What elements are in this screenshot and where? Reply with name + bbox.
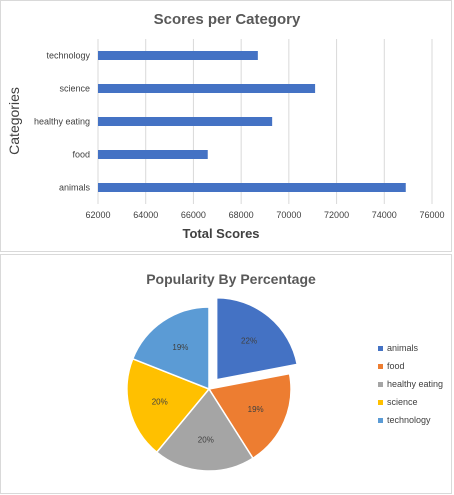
y-axis-title: Categories — [6, 87, 22, 155]
y-tick-label: healthy eating — [34, 117, 90, 127]
pie-slice-animals — [215, 297, 299, 381]
y-tick-label: animals — [59, 183, 91, 193]
bar-chart-panel: Scores per Category 62000 64000 66000 68000 7… — [0, 0, 452, 252]
legend-label: healthy eating — [387, 379, 443, 389]
y-tick-label: technology — [46, 51, 90, 61]
bar-chart-title: Scores per Category — [154, 11, 301, 28]
bar-science — [98, 84, 316, 93]
pie-chart-panel: Popularity By Percentage 22% 19% 20% 20% 19% a… — [0, 254, 452, 494]
x-tick-label: 64000 — [133, 210, 158, 220]
bar-chart: Scores per Category 62000 64000 66000 68000 7… — [6, 11, 445, 241]
y-tick-label: science — [59, 84, 90, 94]
y-tick-label: food — [72, 150, 90, 160]
bar-technology — [98, 51, 258, 60]
legend-swatch — [378, 418, 383, 423]
bar-food — [98, 150, 208, 159]
legend-swatch — [378, 346, 383, 351]
x-tick-label: 74000 — [372, 210, 397, 220]
legend-label: technology — [387, 415, 431, 425]
x-axis-title: Total Scores — [182, 226, 259, 241]
x-tick-label: 70000 — [276, 210, 301, 220]
legend-swatch — [378, 364, 383, 369]
pie-chart: Popularity By Percentage 22% 19% 20% 20% 19% a… — [126, 271, 443, 472]
bar-healthy-eating — [98, 117, 273, 126]
legend-swatch — [378, 382, 383, 387]
pie-slice-healthy-eating — [155, 387, 254, 472]
pie-chart-title: Popularity By Percentage — [146, 271, 316, 287]
bar-animals — [98, 183, 406, 192]
pie-value-label: 22% — [241, 337, 257, 346]
pie-slice-food — [207, 372, 292, 460]
pie-value-label: 20% — [152, 398, 168, 407]
pie-value-label: 19% — [248, 405, 264, 414]
x-tick-label: 68000 — [229, 210, 254, 220]
pie-slice-technology — [131, 306, 210, 391]
pie-slice-science — [126, 357, 211, 454]
legend-swatch — [378, 400, 383, 405]
pie-value-label: 20% — [198, 436, 214, 445]
x-tick-label: 72000 — [324, 210, 349, 220]
pie-value-label: 19% — [172, 343, 188, 352]
x-tick-label: 66000 — [181, 210, 206, 220]
legend-label: science — [387, 397, 418, 407]
x-tick-label: 62000 — [85, 210, 110, 220]
legend-label: animals — [387, 343, 419, 353]
x-tick-label: 76000 — [419, 210, 444, 220]
legend-label: food — [387, 361, 405, 371]
